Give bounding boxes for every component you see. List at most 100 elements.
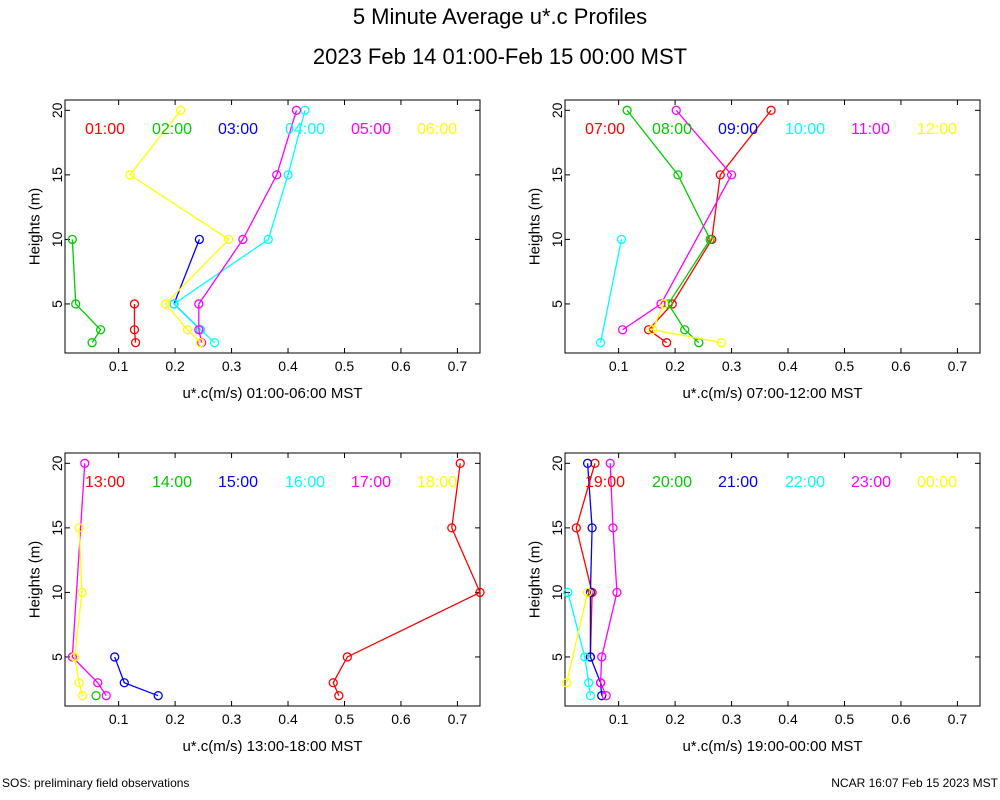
- x-tick-label: 0.2: [665, 358, 685, 374]
- y-tick-label: 10: [49, 231, 65, 247]
- page-title: 5 Minute Average u*.c Profiles: [352, 4, 648, 29]
- series-line-06:00: [128, 109, 230, 344]
- x-tick-label: 0.2: [665, 711, 685, 727]
- data-point: [101, 691, 111, 701]
- x-tick-label: 0.3: [722, 711, 742, 727]
- y-tick-label: 20: [49, 102, 65, 118]
- x-tick-label: 0.1: [609, 358, 629, 374]
- data-point: [563, 587, 573, 598]
- page-subtitle: 2023 Feb 14 01:00-Feb 15 00:00 MST: [312, 44, 688, 69]
- y-tick-label: 10: [49, 584, 65, 600]
- data-point: [605, 458, 615, 468]
- x-tick-label: 0.1: [609, 711, 629, 727]
- x-tick-label: 0.7: [948, 711, 968, 727]
- chart-panel-4: 0.1 0.2 0.3 0.4 0.5 0.6 0.7 5 10 15 20 u*.c(m/s) 19…: [527, 452, 981, 755]
- data-point: [334, 691, 344, 701]
- legend-entry: 13:00: [85, 474, 125, 491]
- y-axis-label: Heights (m): [27, 541, 44, 619]
- data-point: [194, 299, 204, 309]
- data-point: [160, 299, 171, 309]
- x-tick-label: 0.4: [778, 711, 798, 727]
- data-point: [153, 691, 163, 701]
- data-point: [263, 234, 273, 245]
- data-point: [328, 678, 338, 688]
- data-point: [663, 299, 673, 309]
- legend-entry: 15:00: [218, 474, 258, 491]
- x-axis-label: u*.c(m/s) 07:00-12:00 MST: [682, 385, 862, 402]
- chart-panel-1: 0.1 0.2 0.3 0.4 0.5 0.6 0.7 5 10 15 20 u*.c(m/s) 01…: [27, 99, 481, 402]
- legend-entry: 02:00: [152, 121, 192, 138]
- series-line-17:00: [71, 463, 107, 697]
- data-point: [119, 678, 129, 688]
- y-tick-label: 15: [549, 167, 565, 183]
- data-point: [726, 170, 737, 180]
- legend-entry: 19:00: [585, 474, 625, 491]
- data-point: [194, 234, 205, 245]
- legend-entry: 05:00: [351, 121, 391, 138]
- data-point: [601, 691, 611, 701]
- y-tick-label: 20: [49, 455, 65, 471]
- data-point: [585, 691, 596, 701]
- data-point: [69, 652, 80, 662]
- data-point: [562, 678, 572, 688]
- series-line-11:00: [622, 109, 733, 331]
- x-axis-label: u*.c(m/s) 19:00-00:00 MST: [682, 738, 862, 755]
- data-point: [716, 338, 727, 348]
- data-point: [582, 587, 593, 598]
- x-tick-label: 0.2: [165, 358, 185, 374]
- x-tick-label: 0.7: [948, 358, 968, 374]
- data-point: [209, 338, 220, 348]
- y-tick-label: 15: [49, 520, 65, 536]
- x-tick-label: 0.3: [222, 711, 242, 727]
- data-point: [224, 234, 234, 245]
- y-axis-label: Heights (m): [27, 188, 44, 266]
- y-tick-label: 10: [549, 231, 565, 247]
- x-tick-label: 0.4: [278, 358, 298, 374]
- x-tick-label: 0.3: [222, 358, 242, 374]
- legend-entry: 09:00: [718, 121, 758, 138]
- series-line-02:00: [71, 239, 102, 344]
- legend-entry: 12:00: [917, 121, 957, 138]
- y-axis-label: Heights (m): [527, 188, 544, 266]
- data-point: [571, 523, 581, 533]
- data-point: [77, 691, 88, 701]
- data-point: [595, 338, 606, 348]
- data-point: [617, 325, 628, 335]
- data-point: [71, 299, 81, 309]
- data-point: [110, 652, 120, 662]
- footer-note: SOS: preliminary field observations: [2, 776, 190, 790]
- y-tick-label: 5: [549, 300, 565, 308]
- legend-entry: 11:00: [851, 121, 890, 138]
- data-point: [455, 458, 465, 468]
- legend-entry: 23:00: [851, 474, 891, 491]
- series-line-19:00: [575, 463, 596, 657]
- x-tick-label: 0.6: [891, 358, 911, 374]
- data-point: [587, 523, 597, 533]
- legend-entry: 10:00: [785, 121, 825, 138]
- data-point: [595, 678, 606, 688]
- data-point: [238, 234, 248, 245]
- data-point: [291, 105, 302, 115]
- y-tick-label: 15: [549, 520, 565, 536]
- data-point: [580, 652, 590, 662]
- data-point: [91, 691, 101, 701]
- x-tick-label: 0.4: [278, 711, 298, 727]
- legend-entry: 01:00: [85, 121, 125, 138]
- data-point: [272, 170, 282, 180]
- series-line-10:00: [599, 239, 623, 343]
- data-point: [616, 234, 627, 245]
- data-point: [67, 234, 77, 245]
- legend-entry: 00:00: [917, 474, 957, 491]
- data-point: [656, 299, 666, 309]
- footer-timestamp: NCAR 16:07 Feb 15 2023 MST: [831, 776, 998, 790]
- data-point: [283, 170, 293, 180]
- y-tick-label: 5: [49, 300, 65, 308]
- x-tick-label: 0.3: [722, 358, 742, 374]
- data-point: [590, 458, 600, 468]
- data-point: [194, 325, 204, 335]
- y-tick-label: 5: [549, 653, 565, 661]
- x-tick-label: 0.4: [778, 358, 798, 374]
- y-tick-label: 20: [549, 455, 565, 471]
- data-point: [671, 105, 681, 115]
